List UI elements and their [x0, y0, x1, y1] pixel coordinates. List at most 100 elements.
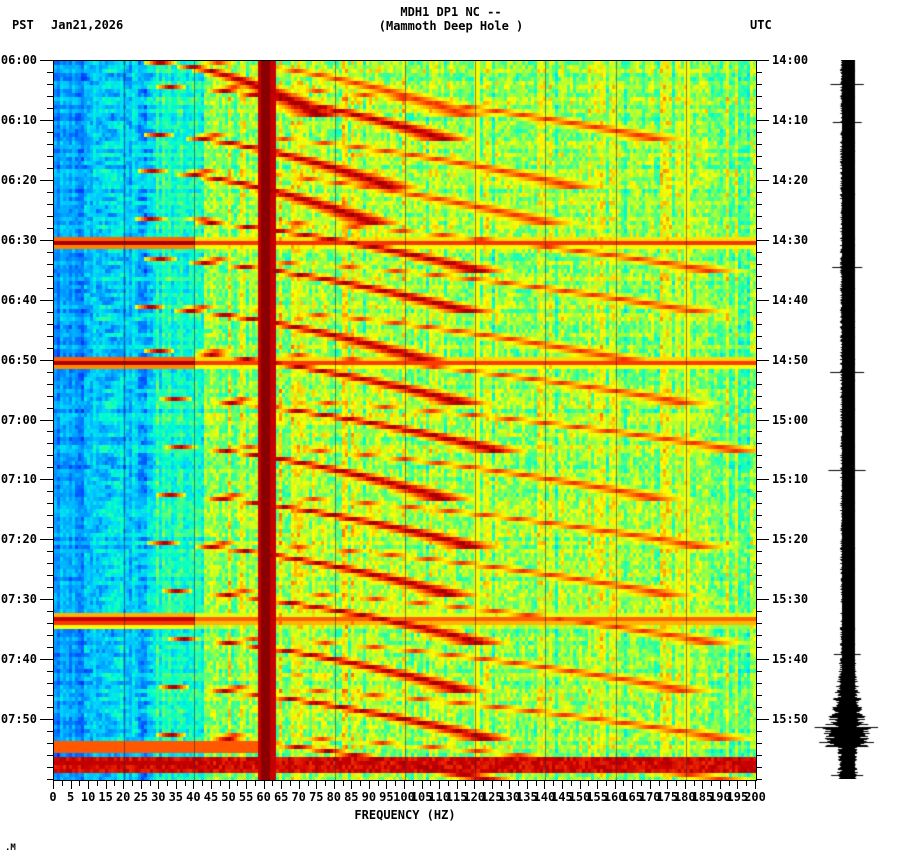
station-title: MDH1 DP1 NC --: [400, 5, 502, 19]
time-tick-minor: [756, 372, 762, 373]
time-tick-minor: [47, 671, 53, 672]
freq-tick-minor: [219, 780, 221, 786]
freq-tick-major: [719, 780, 721, 789]
time-label-utc: 15:20: [772, 532, 809, 546]
time-label-pst: 07:30: [0, 592, 37, 606]
time-tick-minor: [47, 156, 53, 157]
freq-label: 105: [410, 790, 433, 804]
freq-tick-major: [368, 780, 370, 789]
spectrogram-image: [54, 61, 756, 780]
freq-tick-major: [597, 780, 599, 789]
freq-tick-major: [88, 780, 90, 789]
freq-tick-minor: [640, 780, 642, 786]
freq-tick-major: [316, 780, 318, 789]
time-tick-minor: [756, 431, 762, 432]
timezone-label-right: UTC: [750, 18, 772, 32]
freq-tick-major: [579, 780, 581, 789]
time-tick-minor: [47, 635, 53, 636]
time-tick-minor: [47, 384, 53, 385]
time-tick-minor: [756, 144, 762, 145]
time-tick-minor: [47, 503, 53, 504]
freq-tick-minor: [96, 780, 98, 786]
time-tick-minor: [47, 467, 53, 468]
time-tick-minor: [756, 455, 762, 456]
freq-tick-major: [544, 780, 546, 789]
time-tick-major: [40, 240, 53, 241]
time-tick-minor: [47, 587, 53, 588]
time-tick-major: [40, 719, 53, 720]
freq-tick-minor: [395, 780, 397, 786]
freq-label: 95: [379, 790, 394, 804]
time-tick-minor: [756, 551, 762, 552]
freq-tick-major: [281, 780, 283, 789]
freq-tick-major: [667, 780, 669, 789]
time-tick-minor: [47, 108, 53, 109]
freq-tick-minor: [325, 780, 326, 786]
time-tick-minor: [47, 84, 53, 85]
freq-tick-major: [175, 780, 177, 789]
time-tick-minor: [756, 156, 762, 157]
time-tick-major: [40, 659, 53, 660]
freq-tick-minor: [360, 780, 362, 786]
freq-tick-minor: [500, 780, 502, 786]
time-tick-minor: [47, 252, 53, 253]
time-tick-minor: [756, 779, 762, 780]
time-tick-minor: [47, 443, 53, 444]
time-tick-minor: [756, 587, 762, 588]
freq-label: 80: [326, 790, 342, 804]
freq-tick-major: [737, 780, 739, 789]
time-label-utc: 14:40: [772, 293, 809, 307]
time-label-utc: 15:50: [772, 712, 809, 726]
freq-label: 25: [133, 790, 149, 804]
time-tick-minor: [756, 611, 762, 612]
freq-tick-minor: [272, 780, 274, 786]
freq-label: 120: [463, 790, 486, 804]
freq-tick-major: [70, 780, 72, 789]
time-label-pst: 07:40: [0, 652, 37, 666]
freq-label: 20: [115, 790, 131, 804]
freq-tick-minor: [570, 780, 572, 786]
freq-tick-major: [211, 780, 212, 789]
time-tick-minor: [756, 755, 762, 756]
freq-tick-major: [158, 780, 160, 789]
time-tick-minor: [756, 384, 762, 385]
time-tick-minor: [47, 336, 53, 337]
time-tick-minor: [756, 192, 762, 193]
freq-label: 145: [551, 790, 573, 804]
freq-label: 0: [49, 790, 57, 804]
freq-tick-major: [561, 780, 563, 789]
freq-tick-minor: [588, 780, 590, 786]
time-tick-minor: [756, 312, 762, 313]
freq-label: 160: [603, 790, 626, 804]
freq-label: 135: [516, 790, 538, 804]
time-tick-minor: [47, 372, 53, 373]
time-tick-minor: [756, 108, 762, 109]
time-label-utc: 14:30: [772, 233, 809, 247]
freq-tick-minor: [149, 780, 151, 786]
time-tick-major: [40, 539, 53, 540]
freq-tick-minor: [114, 780, 116, 786]
time-tick-minor: [756, 503, 762, 504]
time-tick-minor: [47, 695, 53, 696]
time-tick-minor: [47, 264, 53, 265]
time-label-pst: 06:50: [0, 353, 37, 367]
freq-tick-major: [755, 780, 756, 789]
time-tick-minor: [756, 408, 762, 409]
time-label-pst: 06:20: [0, 173, 37, 187]
freq-tick-minor: [483, 780, 484, 786]
time-tick-minor: [47, 707, 53, 708]
time-tick-major: [40, 120, 53, 121]
time-tick-minor: [47, 216, 53, 217]
freq-label: 170: [638, 790, 661, 804]
time-tick-minor: [47, 755, 53, 756]
freq-tick-major: [263, 780, 265, 789]
time-tick-major: [756, 539, 769, 540]
time-tick-minor: [47, 647, 53, 648]
time-label-pst: 06:40: [0, 293, 37, 307]
freq-tick-minor: [202, 780, 204, 786]
time-tick-minor: [47, 527, 53, 528]
freq-tick-minor: [623, 780, 625, 786]
time-tick-major: [756, 420, 769, 421]
spectrogram-plot-area[interactable]: [53, 60, 757, 781]
time-tick-minor: [47, 324, 53, 325]
